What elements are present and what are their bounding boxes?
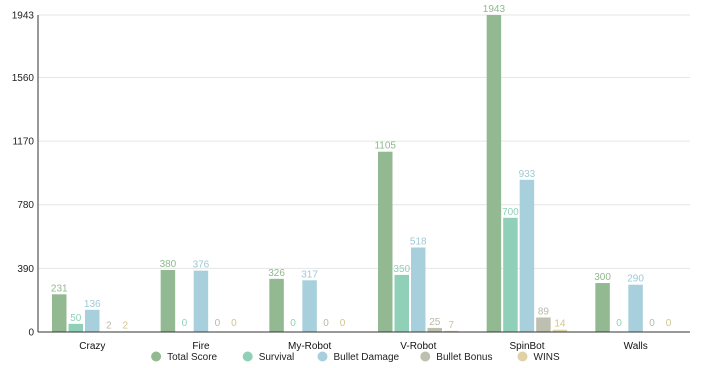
data-label: 89 <box>538 306 550 317</box>
data-label: 700 <box>502 207 519 218</box>
bar-bullet-damage[interactable] <box>193 270 209 332</box>
bar-total-score[interactable] <box>486 15 502 332</box>
data-label: 7 <box>448 320 454 331</box>
data-label: 0 <box>323 318 329 329</box>
bar-wins[interactable] <box>444 330 459 332</box>
y-tick-label: 390 <box>17 264 34 275</box>
legend-label[interactable]: WINS <box>534 352 560 363</box>
bar-bullet-bonus[interactable] <box>536 317 551 332</box>
data-label: 25 <box>429 317 441 328</box>
x-tick-label: Walls <box>624 341 648 352</box>
data-label: 50 <box>70 313 82 324</box>
bar-bullet-damage[interactable] <box>411 247 426 332</box>
data-label: 0 <box>290 318 296 329</box>
legend-marker[interactable] <box>151 351 162 362</box>
data-label: 933 <box>519 169 536 180</box>
legend-label[interactable]: Bullet Bonus <box>436 352 492 363</box>
legend-label[interactable]: Total Score <box>167 352 217 363</box>
bar-bullet-damage[interactable] <box>85 309 100 332</box>
data-label: 2 <box>106 321 112 332</box>
data-label: 231 <box>51 283 68 294</box>
bar-total-score[interactable] <box>378 151 393 332</box>
x-tick-label: V-Robot <box>400 341 436 352</box>
y-tick-label: 0 <box>28 328 34 339</box>
bar-total-score[interactable] <box>269 278 284 332</box>
data-label: 0 <box>649 318 655 329</box>
bar-total-score[interactable] <box>595 283 610 332</box>
legend-marker[interactable] <box>242 351 253 362</box>
gridlines <box>38 14 690 269</box>
y-tick-label: 1170 <box>12 137 34 148</box>
bar-bullet-damage[interactable] <box>302 280 317 332</box>
legend-label[interactable]: Bullet Damage <box>334 352 400 363</box>
data-label: 317 <box>301 269 318 280</box>
y-tick-label: 780 <box>17 200 34 211</box>
data-label: 2 <box>122 321 128 332</box>
data-label: 350 <box>393 264 410 275</box>
bar-survival[interactable] <box>68 323 84 332</box>
legend-label[interactable]: Survival <box>259 352 295 363</box>
bar-bullet-damage[interactable] <box>519 179 535 332</box>
bar-wins[interactable] <box>552 329 568 332</box>
legend-marker[interactable] <box>420 351 431 362</box>
data-label: 0 <box>182 318 188 329</box>
data-label: 136 <box>84 299 101 310</box>
x-tick-label: My-Robot <box>288 341 332 352</box>
bar-survival[interactable] <box>503 217 518 332</box>
bar-total-score[interactable] <box>52 294 67 332</box>
legend: Total Score Survival Bullet Damage Bullet B… <box>151 351 560 363</box>
bar-bullet-bonus[interactable] <box>427 327 443 332</box>
y-tick-label: 1943 <box>12 11 35 22</box>
data-label: 14 <box>554 319 566 330</box>
data-label: 300 <box>594 272 611 283</box>
y-tick-label: 1560 <box>12 73 35 84</box>
data-label: 0 <box>616 318 622 329</box>
data-label: 0 <box>215 318 221 329</box>
data-label: 0 <box>231 318 237 329</box>
x-tick-label: Crazy <box>79 341 105 352</box>
x-axis: Crazy Fire My-Robot V-Robot SpinBot Walls <box>38 331 690 352</box>
data-label: 518 <box>410 236 427 247</box>
data-label: 376 <box>193 260 210 271</box>
x-tick-label: SpinBot <box>509 341 544 352</box>
legend-marker[interactable] <box>517 351 528 362</box>
data-label: 1943 <box>483 4 506 15</box>
bar-survival[interactable] <box>394 274 410 332</box>
x-tick-label: Fire <box>192 341 210 352</box>
y-axis: 0 390 780 1170 1560 1943 <box>12 11 39 339</box>
data-label: 0 <box>666 318 672 329</box>
data-label: 290 <box>627 274 644 285</box>
data-label: 380 <box>160 259 177 270</box>
legend-marker[interactable] <box>317 351 328 362</box>
bar-total-score[interactable] <box>160 270 176 332</box>
bars <box>52 15 643 332</box>
bar-bullet-damage[interactable] <box>628 284 643 332</box>
data-label: 1105 <box>374 141 396 152</box>
data-label: 0 <box>340 318 346 329</box>
data-label: 326 <box>268 268 285 279</box>
